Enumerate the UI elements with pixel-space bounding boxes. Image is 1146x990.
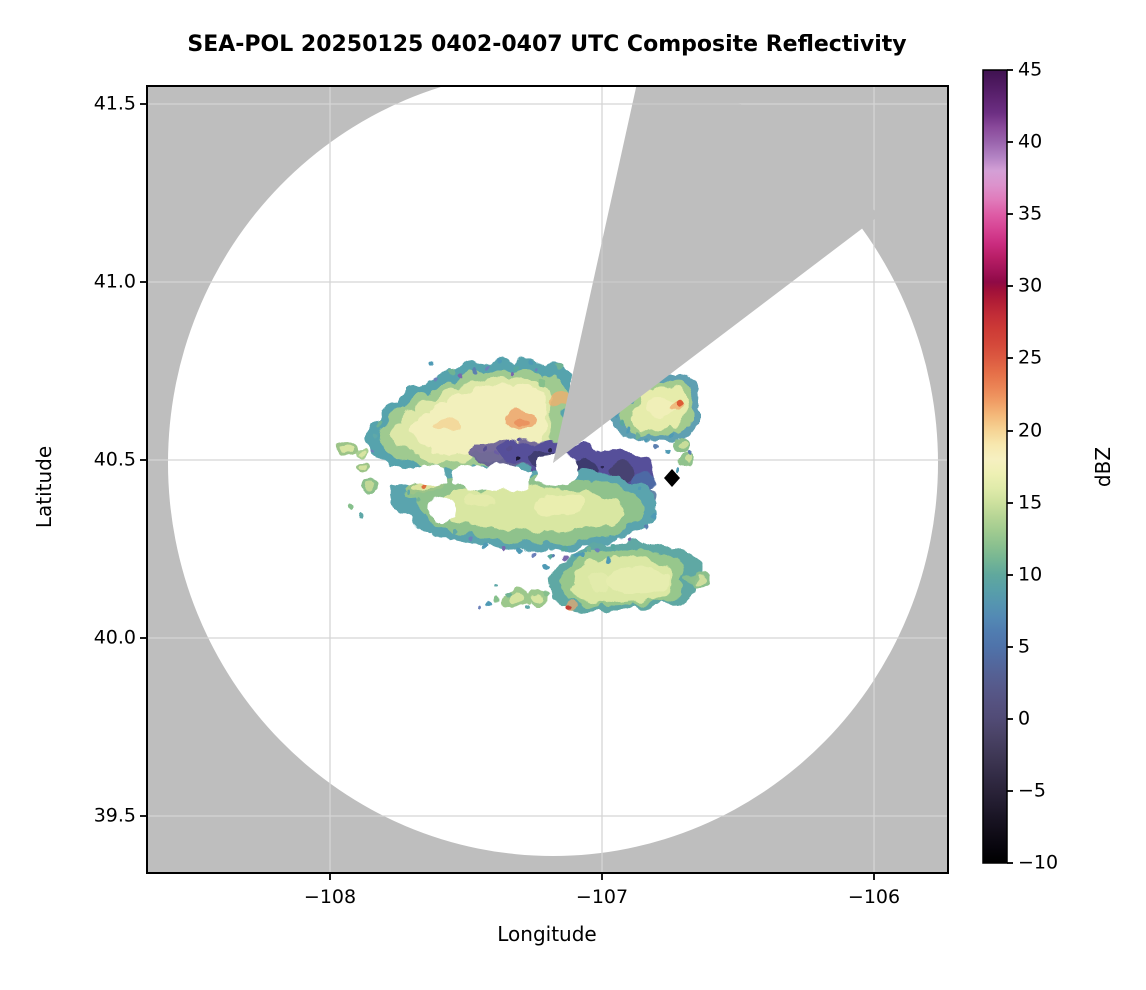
echo-main-north-mass	[367, 357, 574, 483]
radar-site-data-hole	[535, 452, 579, 487]
axis-tick-marks	[140, 103, 875, 880]
blocked-sector-wedge	[553, 86, 880, 463]
y-tick-41.5: 41.5	[93, 92, 136, 115]
cb-tick-0: 0	[1018, 707, 1031, 730]
cb-tick-20: 20	[1018, 419, 1043, 442]
x-axis-label: Longitude	[497, 922, 597, 946]
station-diamond-marker	[664, 469, 680, 487]
echo-speckles	[347, 357, 692, 610]
cb-tick-30: 30	[1018, 274, 1043, 297]
y-tick-40.0: 40.0	[93, 626, 136, 649]
cb-tick-40: 40	[1018, 130, 1043, 153]
echo-gaps	[378, 464, 530, 524]
cb-tick-5: 5	[1018, 635, 1031, 658]
y-tick-41.0: 41.0	[93, 270, 136, 293]
cb-tick-35: 35	[1018, 202, 1043, 225]
colorbar-label: dBZ	[1091, 446, 1115, 488]
echo-west-specks	[336, 442, 378, 493]
echo-southern-cluster	[504, 540, 709, 613]
cb-tick--5: −5	[1018, 779, 1047, 802]
cb-tick--10: −10	[1018, 851, 1059, 874]
plot-title: SEA-POL 20250125 0402-0407 UTC Composite…	[187, 32, 907, 57]
y-tick-40.5: 40.5	[93, 448, 136, 471]
x-tick--106: −106	[847, 886, 901, 908]
cb-tick-15: 15	[1018, 491, 1043, 514]
y-axis-label: Latitude	[32, 445, 56, 529]
echo-field	[336, 357, 709, 613]
cb-tick-45: 45	[1018, 58, 1043, 81]
cb-tick-10: 10	[1018, 563, 1043, 586]
x-tick--108: −108	[303, 886, 357, 908]
cb-tick-25: 25	[1018, 346, 1043, 369]
colorbar	[982, 69, 1008, 864]
colorbar-tick-marks	[1007, 69, 1013, 864]
x-tick--107: −107	[575, 886, 629, 908]
axes-frame	[146, 85, 949, 874]
y-tick-39.5: 39.5	[93, 804, 136, 827]
